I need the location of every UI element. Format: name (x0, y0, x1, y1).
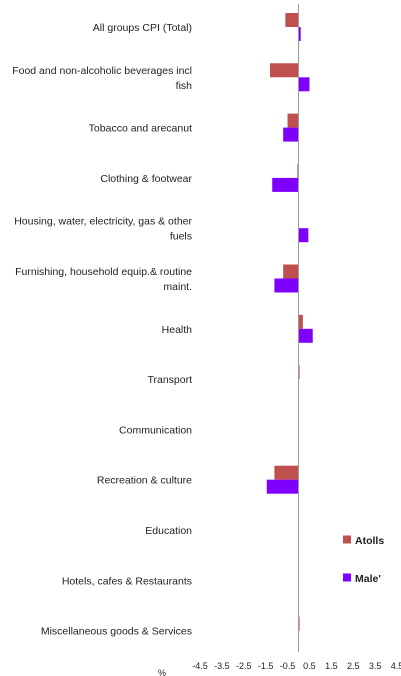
bar-male (274, 278, 299, 293)
bar-male (298, 328, 313, 343)
category-label: Furnishing, household equip.& routine (15, 266, 192, 278)
x-tick-label: -4.5 (192, 661, 208, 671)
legend-swatch (343, 535, 351, 544)
x-tick-label: -3.5 (214, 661, 230, 671)
x-tick-label: 3.5 (369, 661, 382, 671)
category-label: Recreation & culture (97, 475, 192, 487)
category-label: Education (145, 525, 192, 537)
bar-male (298, 27, 301, 41)
category-labels: All groups CPI (Total) Food and non-alcoh… (12, 22, 192, 638)
category-label: fuels (170, 231, 192, 243)
bar-atolls (297, 163, 299, 178)
bar-atolls (283, 264, 299, 279)
bar-male (298, 228, 309, 243)
x-tick-label: 2.5 (347, 661, 360, 671)
category-label: Tobacco and arecanut (89, 123, 192, 135)
category-label: Clothing & footwear (100, 173, 192, 185)
bar-male (298, 77, 310, 92)
bar-atolls (287, 113, 299, 128)
x-axis-title: % (158, 668, 166, 676)
legend-swatch (343, 573, 351, 582)
category-label: Miscellaneous goods & Services (41, 626, 192, 638)
category-label: Transport (147, 374, 192, 386)
category-label: All groups CPI (Total) (93, 22, 192, 34)
category-label: Food and non-alcoholic beverages incl (12, 65, 192, 77)
category-label: Hotels, cafes & Restaurants (62, 575, 192, 587)
bar-atolls (285, 13, 299, 27)
category-label: maint. (163, 281, 192, 293)
bar-atolls (274, 465, 299, 480)
x-tick-labels: -4.5 -3.5 -2.5 -1.5 -0.5 0.5 1.5 2.5 3.5 4.5 (192, 661, 401, 671)
category-label: Communication (119, 424, 192, 436)
x-tick-label: -1.5 (258, 661, 274, 671)
x-tick-label: 4.5 (391, 661, 401, 671)
category-label: Health (162, 324, 193, 336)
category-label: Housing, water, electricity, gas & other (14, 216, 192, 228)
legend-label: Atolls (355, 535, 384, 547)
legend-label: Male' (355, 573, 381, 585)
bar-male (272, 177, 299, 192)
legend: Atolls Male' (343, 535, 384, 585)
bar-male (266, 479, 299, 494)
x-tick-label: 0.5 (303, 661, 316, 671)
x-tick-label: 1.5 (325, 661, 338, 671)
bar-atolls (298, 616, 300, 631)
category-label: fish (176, 80, 193, 92)
bar-male (283, 127, 299, 142)
x-tick-label: -0.5 (280, 661, 296, 671)
bar-atolls (270, 63, 299, 78)
x-tick-label: -2.5 (236, 661, 252, 671)
bar-atolls (298, 314, 303, 329)
bars (266, 13, 313, 631)
bar-atolls (298, 365, 300, 380)
